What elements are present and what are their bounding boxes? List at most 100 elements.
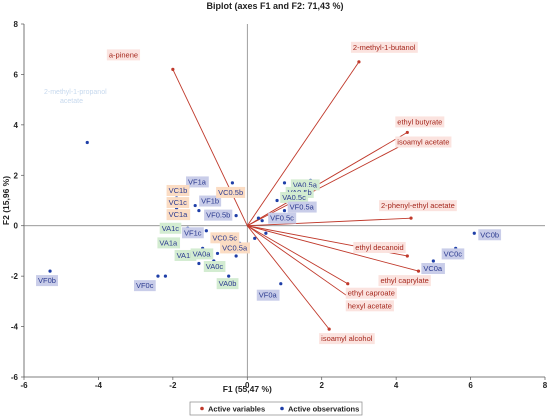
variable-vector [247,132,408,227]
observation-label-group: VF0.5b [204,209,233,221]
observation-point [472,231,476,235]
observation-label: VF0b [38,276,56,285]
observation-label-bg [159,222,182,234]
variable-label: ethyl butyrate [397,117,442,126]
observation-point [234,214,238,218]
faint-label: acetate [60,98,83,105]
observation-label-group: VA0c [203,261,226,273]
observation-point [230,181,234,185]
legend-marker-variables [200,406,204,411]
observation-point [48,269,52,273]
variable-vector [247,225,348,285]
observation-point [234,254,238,258]
observation-label: VC0c [444,249,463,258]
observation-label-group: VA0.5c [280,191,309,203]
observation-point [264,231,268,235]
observation-label-bg [441,248,465,260]
x-tick-label: 0 [245,381,250,390]
legend-box [189,401,363,416]
observation-points [48,140,476,286]
variable-label-bg [319,333,375,345]
variable-label: ethyl decanoid [355,243,403,252]
chart-title: Biplot (axes F1 and F2: 71,43 %) [206,1,343,11]
observation-label-group: VF0.5c [268,212,297,224]
variable-point [405,130,409,135]
observation-label-group: VF1a [186,176,209,188]
observation-label: VC1b [169,186,188,195]
observation-label-group: VA1a [157,237,181,249]
observation-label-bg [157,237,181,249]
observation-point [215,251,220,256]
observation-label-group: VC1a [166,209,191,221]
observation-label-group: VF0.5a [287,201,317,213]
observation-point [282,208,287,213]
observation-label: VF1b [201,197,219,206]
observation-label: VF0c [136,281,154,290]
observation-point [156,274,160,278]
variable-vector [247,142,408,227]
observation-point [256,216,261,220]
observation-label-group: VC0c [441,248,465,260]
x-tick-label: -2 [169,381,177,390]
observation-label: VA0a [193,249,212,258]
observation-label-bg [216,186,246,198]
observation-label-bg [287,201,317,213]
observation-label: VA0b [219,279,237,288]
legend-label-observations: Active observations [288,405,359,414]
observation-point [260,219,264,223]
observation-point [163,274,168,278]
observation-label: VF0.5a [290,203,315,212]
observation-label-bg [210,232,240,244]
variable-label: hexyl acetate [348,301,392,310]
variable-label: isoamyl alcohol [321,334,373,343]
variable-label: a-pinene [109,50,138,59]
variable-label-bg [345,287,397,299]
y-tick-label: -6 [11,373,19,382]
observation-point [197,261,201,266]
legend-marker-observations [280,406,284,411]
variable-label-bg [379,200,457,212]
observation-label: VF0.5b [206,211,230,220]
variable-label-bg [378,275,431,287]
variable-label-bg [395,116,445,128]
observation-point [282,181,287,185]
variable-labels: a-pinene 2-methyl-1-butanol ethyl butyrate… [106,41,457,345]
observation-label-bg [280,191,309,203]
observation-label-bg [166,184,190,196]
observation-label: VF1a [188,177,207,186]
x-tick-label: -4 [95,381,103,390]
observation-label-bg [174,249,197,261]
observation-label: VF0a [259,291,278,300]
titles: Biplot (axes F1 and F2: 71,43 %) F1 (55,4… [1,1,344,394]
y-tick-label: 4 [14,121,19,130]
variable-vector [247,225,349,297]
x-tick-label: 6 [468,381,473,390]
y-tick-label: -4 [11,323,19,332]
y-axis-title: F2 (15,96 %) [1,176,11,225]
variable-label-group: 2-methyl-1-butanol [350,41,418,53]
observation-label-bg [36,275,58,287]
observation-label-group: VC1c [166,197,190,209]
observation-label-bg [216,278,239,290]
variable-vector [246,225,330,330]
variable-point [357,60,361,64]
observation-point [253,236,257,240]
observation-label: VA0c [206,262,224,271]
observation-label-bg [133,280,156,292]
observation-label: VA1b [177,251,195,260]
observation-label-group: VF1b [199,195,222,207]
axes-frame [23,24,545,378]
observation-label: VC0.5b [218,188,243,197]
y-tick-label: 0 [14,222,19,231]
observation-label-group: VC0.5c [210,232,240,244]
variable-label-group: isoamyl alcohol [319,333,375,345]
variable-label-bg [345,300,394,312]
observation-label: VF0.5c [270,214,294,223]
variable-label-group: ethyl decanoid [353,241,406,253]
variable-label-group: a-pinene [106,49,141,61]
observation-label-group: VA1c [159,222,182,234]
variable-label-group: ethyl caproate [345,287,397,299]
observation-label-group: VC0.5a [220,242,250,254]
x-tick-label: -6 [20,381,28,390]
